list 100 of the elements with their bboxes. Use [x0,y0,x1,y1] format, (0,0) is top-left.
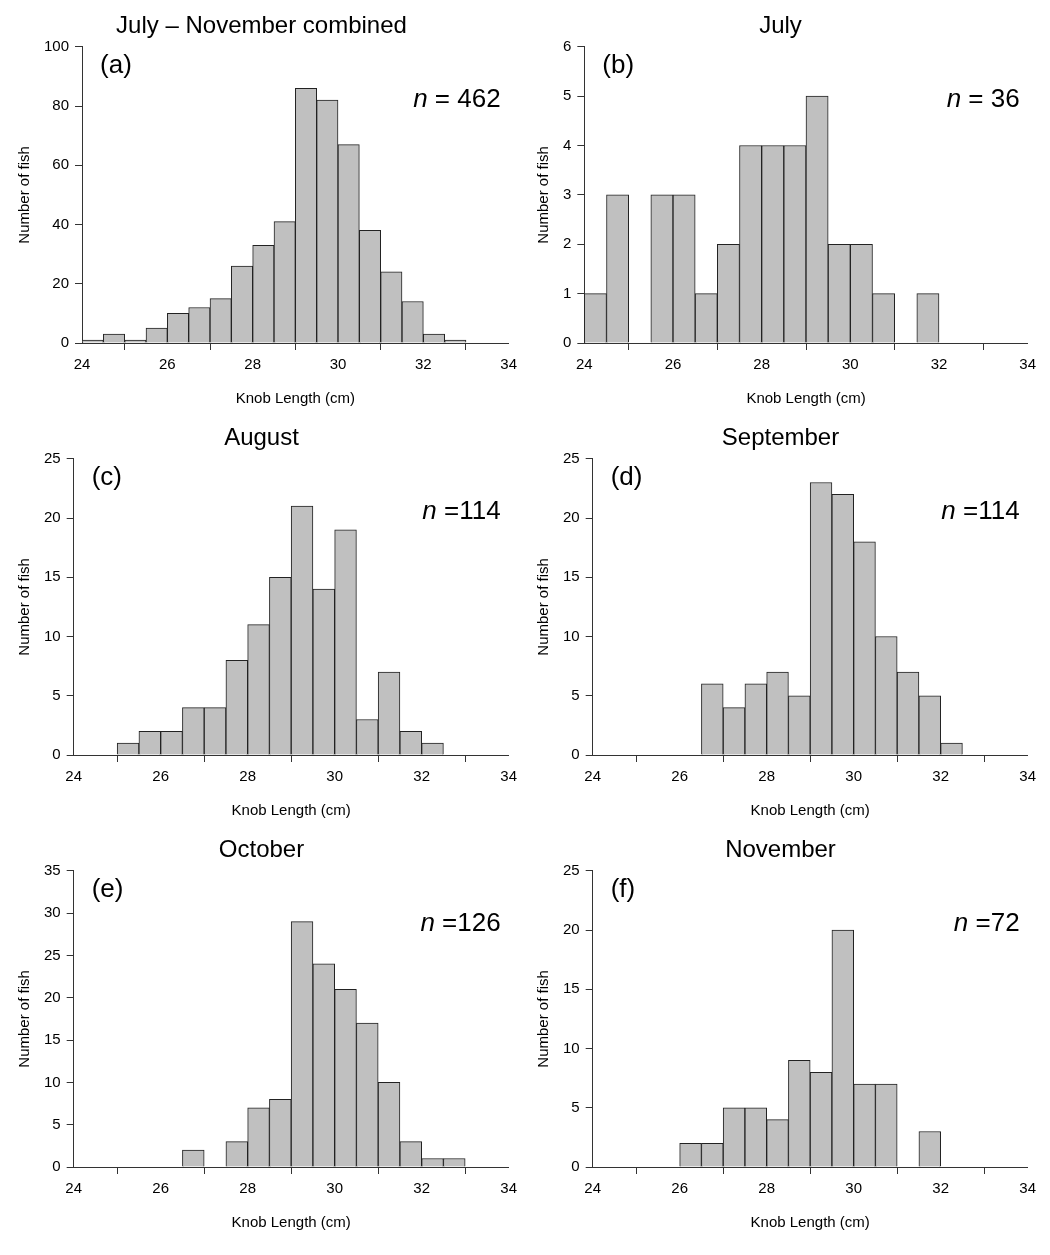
y-tick-label: 20 [563,508,580,526]
x-axis-title: Knob Length (cm) [746,389,866,407]
y-tick-label: 15 [563,567,580,585]
x-tick-label: 24 [584,1179,602,1197]
y-tick-label: 0 [571,1157,580,1175]
x-tick-label: 28 [753,355,771,373]
annotation: n =114 [422,494,501,526]
y-tick-label: 20 [52,273,70,291]
annotation: n = 36 [946,82,1020,114]
x-axis-title: Knob Length (cm) [231,801,351,819]
y-tick-label: 5 [52,685,61,703]
x-tick-label: 26 [159,355,176,373]
y-axis-title: Number of fish [534,558,552,656]
x-tick-label: 34 [500,767,517,785]
annotation: n =126 [420,906,501,938]
y-tick-label: 5 [52,1114,61,1132]
x-tick-label: 24 [73,355,91,373]
y-tick-label: 0 [60,333,70,351]
x-tick-label: 30 [326,1179,344,1197]
x-tick-label: 30 [841,355,859,373]
y-tick-label: 5 [571,1097,580,1115]
y-tick-label: 10 [44,626,61,644]
x-tick-label: 32 [413,1179,431,1197]
y-tick-label: 4 [563,135,572,153]
y-tick-label: 25 [44,945,61,963]
y-tick-label: 15 [44,567,61,585]
x-tick-label: 30 [329,355,347,373]
annotation: (c) [91,460,123,491]
annotation: (f) [610,872,636,903]
y-tick-label: 20 [563,920,580,938]
x-tick-label: 28 [244,355,262,373]
y-axis-title: Number of fish [15,558,33,656]
x-tick-label: 32 [932,1179,950,1197]
y-tick-label: 3 [563,185,572,203]
x-tick-label: 32 [932,767,950,785]
y-axis-title: Number of fish [15,146,33,244]
y-tick-label: 5 [571,685,580,703]
annotation: (b) [602,48,635,79]
annotation: n = 462 [413,82,501,114]
x-tick-label: 32 [413,767,431,785]
annotation: n =114 [941,494,1020,526]
chart-title: August [224,423,300,451]
x-tick-label: 30 [845,767,863,785]
x-axis-title: Knob Length (cm) [750,801,870,819]
chart-title: November [725,835,836,863]
x-tick-label: 32 [930,355,948,373]
y-axis-title: Number of fish [534,146,552,244]
x-tick-label: 28 [758,1179,776,1197]
x-tick-label: 26 [671,1179,689,1197]
y-tick-label: 0 [52,1157,61,1175]
y-tick-label: 60 [52,155,70,173]
x-tick-label: 24 [576,355,593,373]
x-tick-label: 24 [584,767,602,785]
chart-title: September [721,423,840,451]
y-tick-label: 40 [52,214,70,232]
x-tick-label: 24 [65,767,83,785]
x-tick-label: 28 [239,767,257,785]
y-tick-label: 30 [44,903,61,921]
x-tick-label: 26 [152,767,170,785]
x-tick-label: 28 [239,1179,257,1197]
x-tick-label: 34 [1019,767,1036,785]
y-tick-label: 5 [563,86,572,104]
x-tick-label: 28 [758,767,776,785]
y-tick-label: 2 [563,234,572,252]
chart-title: July – November combined [116,11,407,39]
y-tick-label: 15 [563,979,580,997]
chart-title: October [218,835,305,863]
x-axis-title: Knob Length (cm) [750,1213,870,1231]
x-tick-label: 30 [845,1179,863,1197]
y-axis-title: Number of fish [534,970,552,1068]
x-tick-label: 32 [414,355,432,373]
x-tick-label: 26 [152,1179,170,1197]
y-tick-label: 20 [44,508,61,526]
x-tick-label: 30 [326,767,344,785]
y-tick-label: 0 [571,745,580,763]
y-tick-label: 25 [563,448,580,466]
annotation: (d) [610,460,643,491]
y-tick-label: 0 [563,333,572,351]
y-tick-label: 10 [563,1038,580,1056]
x-tick-label: 26 [671,767,689,785]
x-tick-label: 34 [500,355,517,373]
y-tick-label: 1 [563,283,572,301]
y-tick-label: 0 [52,745,61,763]
y-tick-label: 25 [44,448,61,466]
annotation: (a) [100,48,132,79]
x-tick-label: 24 [65,1179,83,1197]
x-tick-label: 34 [1019,355,1036,373]
x-axis-title: Knob Length (cm) [235,389,355,407]
x-tick-label: 26 [664,355,682,373]
annotation: n =72 [953,906,1020,938]
annotation: (e) [91,872,124,903]
x-axis-title: Knob Length (cm) [231,1213,351,1231]
y-tick-label: 10 [44,1072,61,1090]
y-tick-label: 80 [52,96,70,114]
y-tick-label: 25 [563,860,580,878]
y-tick-label: 100 [44,36,70,54]
x-tick-label: 34 [1019,1179,1036,1197]
y-tick-label: 20 [44,987,61,1005]
y-tick-label: 10 [563,626,580,644]
y-tick-label: 35 [44,860,61,878]
